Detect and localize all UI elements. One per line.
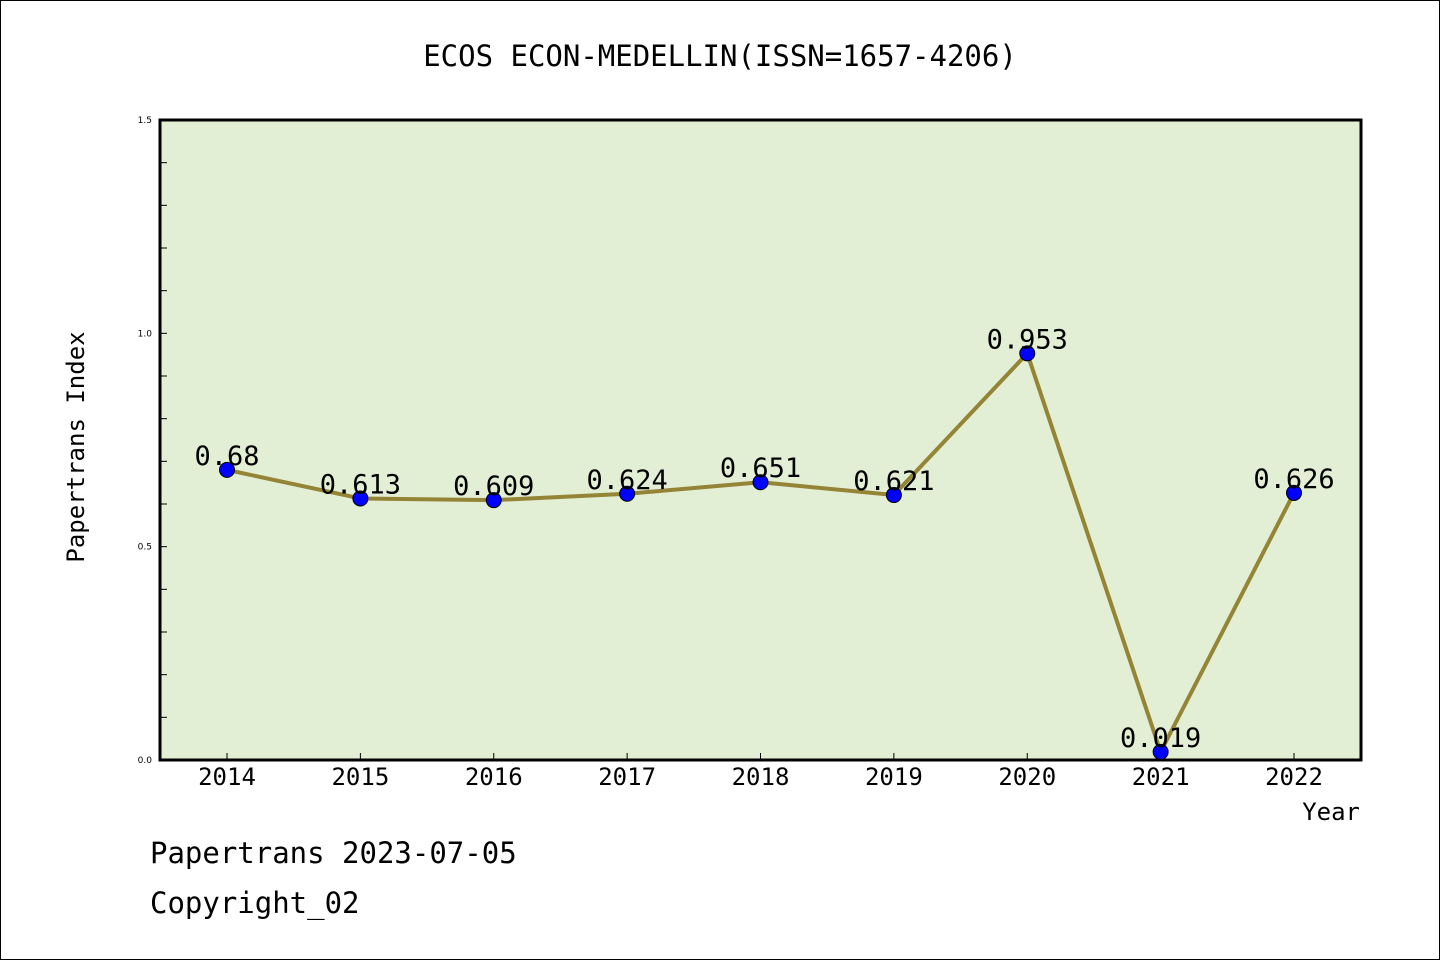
x-tick-label: 2019 xyxy=(865,763,923,791)
footer-copyright-text: Copyright_02 xyxy=(150,886,360,920)
data-point xyxy=(1019,345,1036,362)
x-tick-label: 2022 xyxy=(1265,763,1323,791)
chart-title: ECOS ECON-MEDELLIN(ISSN=1657-4206) xyxy=(423,39,1017,73)
y-tick-label: 1.5 xyxy=(138,116,152,126)
x-tick-label: 2017 xyxy=(598,763,656,791)
data-label: 0.019 xyxy=(1120,723,1201,754)
data-label: 0.651 xyxy=(720,453,801,484)
y-axis-title: Papertrans Index xyxy=(62,331,90,562)
x-tick-label: 2015 xyxy=(331,763,389,791)
data-point xyxy=(352,490,369,507)
x-tick-label: 2014 xyxy=(198,763,256,791)
x-tick-label: 2016 xyxy=(465,763,523,791)
footer-date-text: Papertrans 2023-07-05 xyxy=(150,836,517,870)
data-label: 0.609 xyxy=(453,471,534,502)
y-tick-label: 1.0 xyxy=(138,329,153,339)
y-tick-label: 0.5 xyxy=(138,543,152,553)
data-label: 0.626 xyxy=(1253,464,1334,495)
plot-area xyxy=(158,118,1363,762)
data-point xyxy=(885,487,902,504)
data-label: 0.624 xyxy=(586,465,667,496)
x-tick-label: 2018 xyxy=(732,763,790,791)
data-point xyxy=(1286,484,1302,501)
data-point xyxy=(485,492,502,509)
y-axis: 0.0 0.5 1.0 1.5 xyxy=(138,116,167,766)
data-point xyxy=(619,485,636,502)
y-tick-label: 0.0 xyxy=(138,756,153,766)
data-label: 0.953 xyxy=(987,324,1068,355)
data-point xyxy=(219,461,235,478)
x-axis-title: Year xyxy=(1302,798,1360,826)
data-label: 0.68 xyxy=(194,441,259,472)
data-label: 0.613 xyxy=(320,469,401,500)
data-label: 0.621 xyxy=(853,466,934,497)
data-point xyxy=(752,474,769,491)
x-tick-label: 2020 xyxy=(998,763,1056,791)
x-axis: 2014 2015 2016 2017 2018 2019 2020 2021 2022 xyxy=(198,753,1323,791)
data-point xyxy=(1152,743,1169,760)
x-tick-label: 2021 xyxy=(1132,763,1190,791)
series-layer: 0.68 0.613 0.609 0.624 0.651 0.621 0.953 0.019 0… xyxy=(194,324,1335,760)
